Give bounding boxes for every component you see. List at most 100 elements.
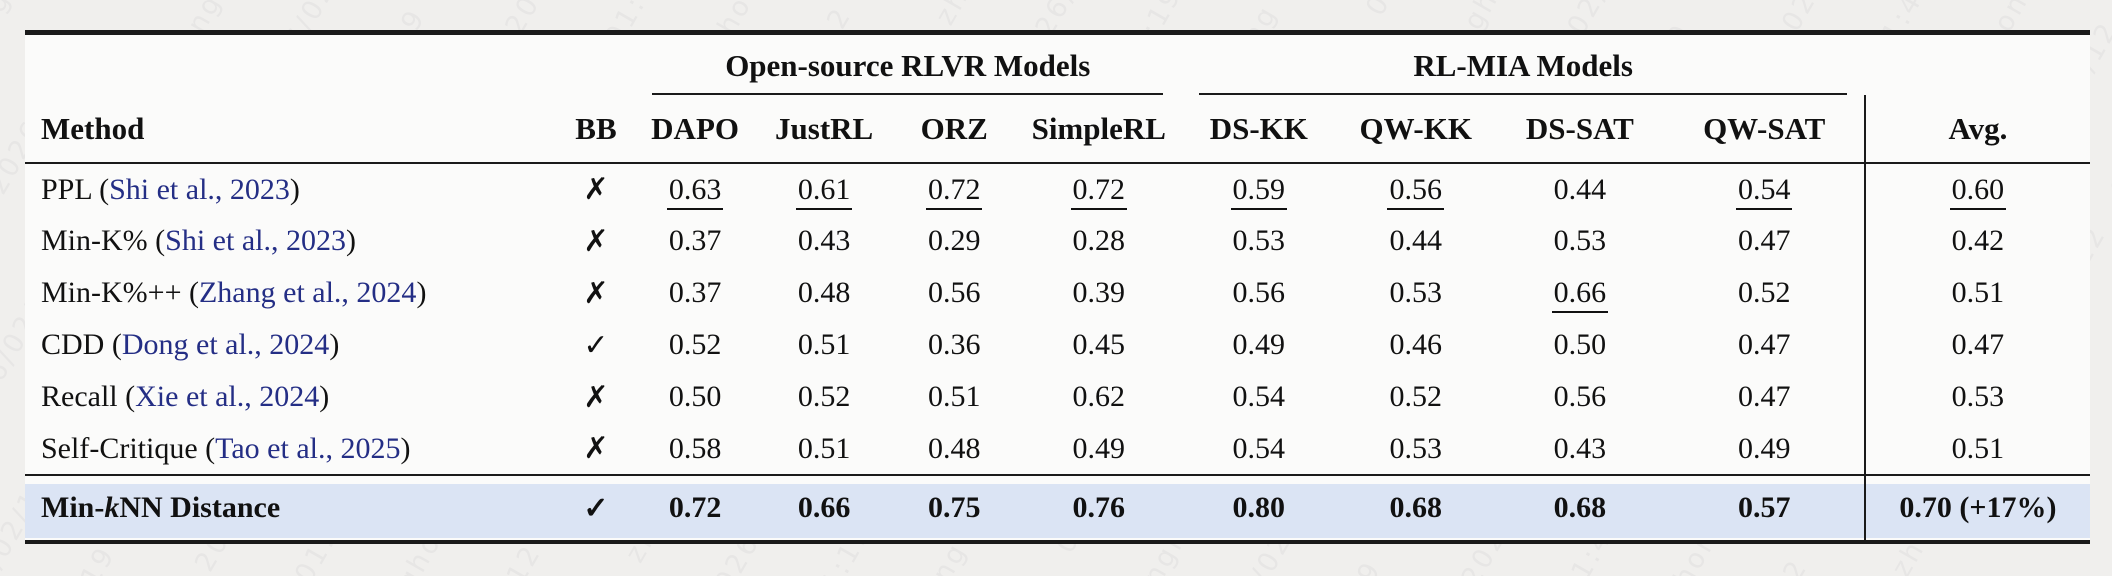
cell-value: 0.49 [1232, 328, 1286, 361]
value-cell: 0.68 [1495, 474, 1665, 540]
cell-value: 0.62 [1072, 380, 1126, 413]
method-name: PPL ( [41, 172, 110, 206]
citation-link[interactable]: Dong et al., 2024 [121, 328, 330, 361]
cell-value: 0.50 [1553, 328, 1607, 361]
cell-value: 0.52 [797, 380, 851, 413]
cell-value: 0.45 [1072, 328, 1126, 361]
paren-close: ) [329, 328, 340, 361]
method-name: Recall ( [41, 380, 136, 413]
avg-cell: 0.60 [1863, 163, 2090, 215]
cell-value: 0.53 [1389, 276, 1442, 309]
value-cell: 0.52 [634, 319, 756, 371]
cell-value: 0.56 [1232, 276, 1286, 309]
column-header-dskk: DS-KK [1181, 95, 1337, 164]
column-header-dapo: DAPO [634, 95, 756, 164]
value-cell: 0.39 [1016, 267, 1181, 319]
avg-value: 0.42 [1951, 224, 2005, 257]
column-header-justrl: JustRL [756, 95, 893, 164]
cell-value: 0.75 [927, 491, 981, 524]
cell-value: 0.44 [1553, 172, 1607, 206]
value-cell: 0.36 [892, 319, 1016, 371]
cell-value: 0.43 [1553, 431, 1607, 465]
cell-value: 0.48 [797, 276, 851, 309]
method-cell: Min-K%++ (Zhang et al., 2024) [25, 267, 558, 319]
highlight-row: Min-kNN Distance ✓ 0.72 0.66 0.75 0.76 0.80 0.6… [25, 474, 2090, 540]
cell-value: 0.59 [1230, 172, 1288, 210]
value-cell: 0.50 [634, 371, 756, 423]
method-name: Min-K% ( [41, 224, 166, 257]
paren-close: ) [400, 431, 411, 465]
cell-value: 0.72 [925, 172, 983, 210]
group-header-rlvr: Open-source RLVR Models [652, 48, 1164, 95]
cell-value: 0.43 [797, 224, 851, 257]
bb-cross-icon: ✗ [583, 224, 609, 258]
cell-value: 0.68 [1553, 491, 1607, 524]
method-name: Min-K%++ ( [41, 276, 199, 309]
value-cell: 0.56 [1495, 371, 1664, 423]
cell-value: 0.56 [1387, 172, 1444, 210]
value-cell: 0.52 [1665, 267, 1865, 319]
method-cell: Min-K% (Shi et al., 2023) [25, 215, 558, 267]
column-header-qwkk: QW-KK [1336, 95, 1496, 164]
column-header-simplerl: SimpleRL [1016, 95, 1182, 164]
value-cell: 0.52 [1336, 371, 1495, 423]
method-name-prefix: Min- [41, 491, 105, 524]
cell-value: 0.63 [666, 172, 724, 210]
cell-value: 0.66 [797, 491, 851, 524]
value-cell: 0.63 [634, 163, 756, 215]
cell-value: 0.53 [1232, 224, 1286, 257]
value-cell: 0.68 [1336, 474, 1496, 540]
table-row: PPL (Shi et al., 2023) ✗ 0.63 0.61 0.72 0.72 0… [25, 163, 2090, 215]
value-cell: 0.58 [634, 423, 756, 475]
value-cell: 0.43 [756, 215, 892, 267]
cell-value: 0.56 [1553, 380, 1607, 413]
table-row: CDD (Dong et al., 2024) ✓ 0.52 0.51 0.36 0.45… [25, 319, 2090, 371]
value-cell: 0.54 [1665, 163, 1865, 215]
value-cell: 0.51 [756, 319, 892, 371]
value-cell: 0.48 [892, 423, 1016, 475]
value-cell: 0.47 [1665, 371, 1865, 423]
cell-value: 0.37 [668, 224, 722, 257]
value-cell: 0.47 [1665, 319, 1865, 371]
citation-link[interactable]: Shi et al., 2023 [109, 172, 290, 206]
value-cell: 0.44 [1495, 163, 1664, 215]
bb-check-icon: ✓ [557, 474, 635, 540]
group-header-rlmia-cell: RL-MIA Models [1181, 35, 1865, 95]
cell-value: 0.52 [1389, 380, 1442, 413]
citation-link[interactable]: Shi et al., 2023 [165, 224, 346, 257]
column-header-bb: BB [557, 95, 635, 164]
cell-value: 0.51 [927, 380, 981, 413]
value-cell: 0.50 [1495, 319, 1664, 371]
value-cell: 0.57 [1664, 474, 1865, 540]
cell-value: 0.37 [668, 276, 722, 309]
cell-value: 0.44 [1389, 224, 1442, 257]
group-header-spacer [25, 35, 634, 95]
paren-close: ) [319, 380, 330, 413]
column-header-method: Method [25, 95, 558, 164]
cell-value: 0.56 [927, 276, 981, 309]
value-cell: 0.62 [1016, 371, 1181, 423]
column-header-orz: ORZ [892, 95, 1017, 164]
cell-value: 0.49 [1072, 431, 1126, 465]
table-row: Recall (Xie et al., 2024) ✗ 0.50 0.52 0.51 0.… [25, 371, 2090, 423]
citation-link[interactable]: Zhang et al., 2024 [198, 276, 417, 309]
column-header-avg: Avg. [1863, 95, 2090, 164]
value-cell: 0.48 [756, 267, 892, 319]
value-cell: 0.72 [892, 163, 1016, 215]
citation-link[interactable]: Xie et al., 2024 [135, 380, 320, 413]
value-cell: 0.49 [1665, 423, 1865, 475]
value-cell: 0.53 [1336, 267, 1495, 319]
cell-value: 0.72 [668, 491, 722, 524]
cell-value: 0.54 [1232, 431, 1286, 465]
value-cell: 0.29 [892, 215, 1016, 267]
citation-link[interactable]: Tao et al., 2025 [215, 431, 401, 465]
value-cell: 0.37 [634, 267, 756, 319]
cell-value: 0.68 [1389, 491, 1442, 524]
bb-cross-icon: ✗ [583, 173, 609, 206]
avg-cell: 0.70 (+17%) [1863, 474, 2090, 540]
paren-close: ) [416, 276, 427, 309]
avg-value: 0.51 [1951, 431, 2005, 465]
value-cell: 0.66 [756, 474, 893, 540]
avg-value: 0.53 [1951, 380, 2005, 413]
